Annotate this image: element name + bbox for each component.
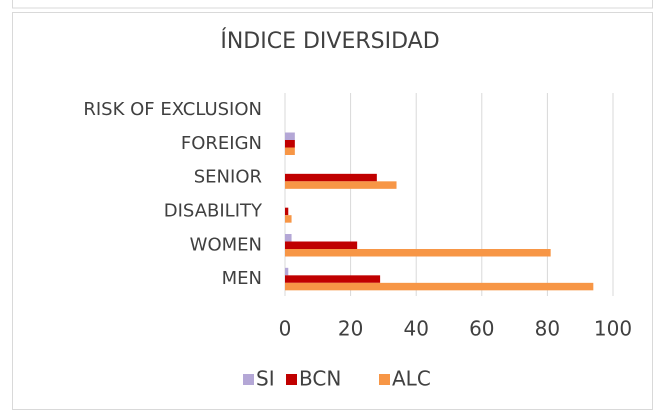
y-tick-label: DISABILITY: [164, 200, 263, 221]
x-tick-label: 60: [469, 317, 494, 341]
bar: [285, 215, 292, 223]
bar: [285, 282, 594, 291]
legend-swatch: [379, 374, 390, 385]
chart-title: ÍNDICE DIVERSIDAD: [220, 28, 439, 54]
legend-label: BCN: [299, 367, 341, 391]
bar: [285, 140, 295, 148]
legend-label: ALC: [392, 367, 431, 391]
legend-swatch: [243, 374, 254, 385]
y-tick-label: RISK OF EXCLUSION: [83, 99, 262, 120]
bar: [285, 132, 295, 140]
bar: [285, 181, 397, 189]
x-tick-label: 80: [535, 317, 560, 341]
x-tick-label: 40: [403, 317, 428, 341]
bar: [285, 275, 381, 283]
legend-swatch: [286, 374, 297, 385]
chart-frame: [12, 12, 653, 410]
bar: [285, 234, 292, 242]
x-tick-label: 20: [338, 317, 363, 341]
bar: [285, 249, 551, 257]
bar: [285, 147, 295, 155]
bar: [285, 207, 289, 216]
y-tick-label: MEN: [222, 268, 262, 289]
y-tick-label: SENIOR: [194, 167, 262, 188]
x-tick-label: 0: [279, 317, 292, 341]
previous-frame: [12, 0, 653, 9]
bar: [285, 173, 377, 182]
y-tick-label: WOMEN: [190, 234, 262, 255]
bar: [285, 241, 358, 249]
y-tick-label: FOREIGN: [181, 133, 262, 154]
x-tick-label: 100: [594, 317, 632, 341]
legend-label: SI: [256, 367, 275, 391]
bar: [285, 267, 289, 276]
